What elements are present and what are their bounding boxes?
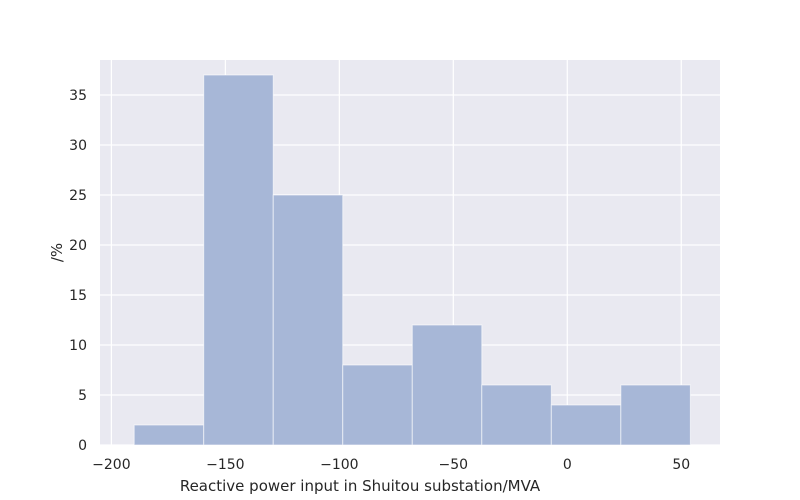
y-tick-label: 30 <box>69 138 87 154</box>
histogram-bar <box>133 424 205 446</box>
histogram-bar <box>620 384 691 446</box>
y-tick-label: 35 <box>69 88 87 104</box>
histogram-bar <box>411 324 483 446</box>
histogram-bar <box>550 404 622 446</box>
y-tick-label: 25 <box>69 188 87 204</box>
x-tick-label: −150 <box>206 457 244 473</box>
x-tick-label: −200 <box>92 457 130 473</box>
y-tick-label: 5 <box>78 388 87 404</box>
histogram-bar <box>272 194 344 446</box>
x-axis-ticks: −200 −150 −100 −50 0 50 <box>92 457 690 473</box>
y-tick-label: 10 <box>69 338 87 354</box>
y-axis-label: /% <box>48 243 66 262</box>
x-tick-label: −100 <box>320 457 358 473</box>
y-tick-label: 0 <box>78 438 87 454</box>
histogram-bar <box>481 384 552 446</box>
histogram-bars <box>133 74 691 446</box>
histogram-bar <box>203 74 274 446</box>
y-tick-label: 20 <box>69 238 87 254</box>
x-axis-label: Reactive power input in Shuitou substati… <box>180 477 541 495</box>
x-tick-label: 0 <box>563 457 572 473</box>
y-axis-ticks: 0 5 10 15 20 25 30 35 <box>69 88 87 454</box>
y-tick-label: 15 <box>69 288 87 304</box>
x-tick-label: 50 <box>672 457 690 473</box>
histogram-bar <box>342 364 413 446</box>
x-tick-label: −50 <box>439 457 469 473</box>
